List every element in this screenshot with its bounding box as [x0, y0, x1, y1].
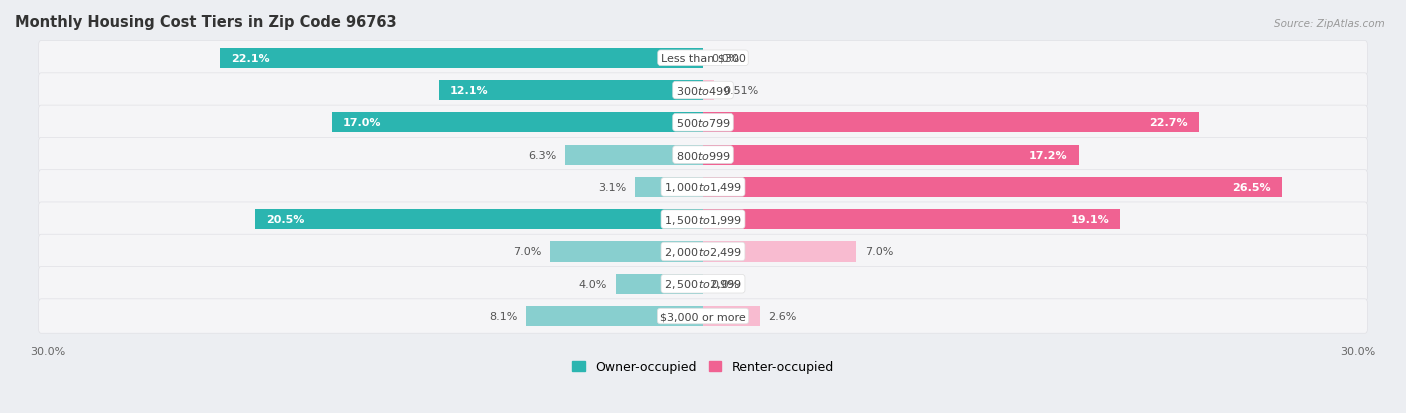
Text: $800 to $999: $800 to $999 — [675, 149, 731, 161]
Text: 4.0%: 4.0% — [578, 279, 607, 289]
Bar — [703, 145, 1078, 165]
Bar — [332, 113, 703, 133]
FancyBboxPatch shape — [38, 138, 1368, 172]
Text: 20.5%: 20.5% — [266, 215, 305, 225]
Text: $2,500 to $2,999: $2,500 to $2,999 — [664, 278, 742, 290]
Bar — [526, 306, 703, 326]
FancyBboxPatch shape — [38, 41, 1368, 76]
Text: 26.5%: 26.5% — [1232, 183, 1271, 192]
Bar — [703, 306, 759, 326]
Text: 19.1%: 19.1% — [1070, 215, 1109, 225]
Bar — [256, 210, 703, 230]
Text: 22.1%: 22.1% — [231, 54, 270, 64]
Text: $300 to $499: $300 to $499 — [675, 85, 731, 97]
Text: 0.0%: 0.0% — [711, 54, 740, 64]
FancyBboxPatch shape — [38, 106, 1368, 140]
Text: Less than $300: Less than $300 — [661, 54, 745, 64]
Bar — [636, 178, 703, 197]
Text: 8.1%: 8.1% — [489, 311, 517, 321]
Bar — [703, 81, 714, 101]
Text: $1,000 to $1,499: $1,000 to $1,499 — [664, 181, 742, 194]
FancyBboxPatch shape — [38, 267, 1368, 301]
Bar — [439, 81, 703, 101]
FancyBboxPatch shape — [38, 202, 1368, 237]
Text: 17.2%: 17.2% — [1029, 150, 1067, 160]
Text: 17.0%: 17.0% — [343, 118, 381, 128]
Bar — [565, 145, 703, 165]
FancyBboxPatch shape — [38, 74, 1368, 108]
Text: 7.0%: 7.0% — [513, 247, 541, 257]
Bar — [616, 274, 703, 294]
Bar — [703, 210, 1121, 230]
Text: $500 to $799: $500 to $799 — [675, 117, 731, 129]
FancyBboxPatch shape — [38, 299, 1368, 333]
Text: Monthly Housing Cost Tiers in Zip Code 96763: Monthly Housing Cost Tiers in Zip Code 9… — [15, 15, 396, 30]
Bar — [703, 178, 1282, 197]
Bar — [221, 49, 703, 69]
FancyBboxPatch shape — [38, 170, 1368, 204]
Bar — [550, 242, 703, 262]
Text: Source: ZipAtlas.com: Source: ZipAtlas.com — [1274, 19, 1385, 28]
Text: 0.0%: 0.0% — [711, 279, 740, 289]
Text: 6.3%: 6.3% — [529, 150, 557, 160]
Text: 2.6%: 2.6% — [769, 311, 797, 321]
FancyBboxPatch shape — [38, 235, 1368, 269]
Text: 7.0%: 7.0% — [865, 247, 893, 257]
Legend: Owner-occupied, Renter-occupied: Owner-occupied, Renter-occupied — [568, 356, 838, 378]
Text: $2,000 to $2,499: $2,000 to $2,499 — [664, 245, 742, 259]
Bar — [703, 242, 856, 262]
Text: $1,500 to $1,999: $1,500 to $1,999 — [664, 213, 742, 226]
Bar — [703, 113, 1199, 133]
Text: $3,000 or more: $3,000 or more — [661, 311, 745, 321]
Text: 22.7%: 22.7% — [1149, 118, 1188, 128]
Text: 0.51%: 0.51% — [723, 86, 758, 96]
Text: 12.1%: 12.1% — [450, 86, 488, 96]
Text: 3.1%: 3.1% — [599, 183, 627, 192]
